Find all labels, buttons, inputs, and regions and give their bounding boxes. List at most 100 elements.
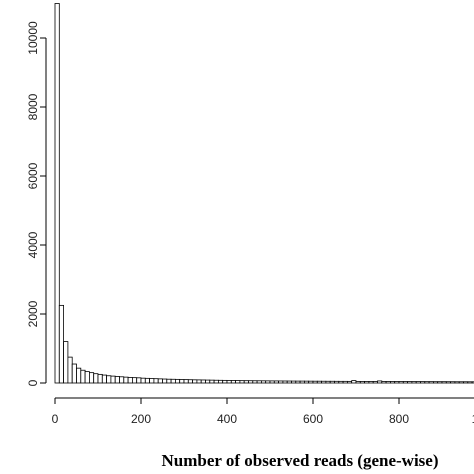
bar <box>458 381 464 384</box>
bar <box>295 380 301 384</box>
bar <box>441 381 447 384</box>
bar <box>84 371 90 384</box>
bar <box>364 381 370 384</box>
bar <box>321 380 327 384</box>
bar <box>338 380 344 384</box>
bar <box>144 377 151 384</box>
bar <box>226 380 232 384</box>
bar <box>325 380 331 384</box>
bar <box>256 380 262 384</box>
bar <box>119 376 125 384</box>
bar <box>381 381 387 384</box>
bar <box>467 381 473 384</box>
bar <box>179 379 185 384</box>
bar <box>127 377 133 384</box>
bar <box>303 380 310 384</box>
bar <box>437 381 443 384</box>
y-tick-label: 10000 <box>26 21 40 55</box>
bar <box>471 381 474 384</box>
bar <box>183 379 189 384</box>
bar <box>299 380 305 384</box>
bar <box>149 378 155 384</box>
bar <box>187 379 194 384</box>
bar <box>355 381 361 384</box>
bar <box>101 374 108 384</box>
bar <box>248 380 254 384</box>
bar <box>58 304 64 384</box>
bar <box>166 378 172 384</box>
bar <box>389 381 396 384</box>
bar <box>286 380 292 384</box>
bar <box>67 356 73 384</box>
bar <box>420 381 426 384</box>
bar <box>93 373 99 384</box>
bar <box>243 380 249 384</box>
bar <box>394 381 400 384</box>
bar <box>329 380 335 384</box>
bar <box>411 381 417 384</box>
x-tick-label: 0 <box>52 412 59 426</box>
y-tick-label: 2000 <box>26 300 40 327</box>
bar <box>377 380 383 384</box>
bar <box>308 380 314 384</box>
bar <box>106 375 112 384</box>
bar <box>454 381 460 384</box>
bar <box>235 380 241 384</box>
bar <box>54 3 60 384</box>
bar <box>463 381 469 384</box>
bar <box>239 380 245 384</box>
bar <box>162 378 168 384</box>
bar <box>217 379 224 384</box>
bar <box>269 380 275 384</box>
bar <box>282 380 288 384</box>
bar <box>213 379 219 384</box>
y-tick-label: 4000 <box>26 231 40 258</box>
bar <box>131 377 138 384</box>
bar <box>424 381 430 384</box>
bar <box>114 376 120 384</box>
bar <box>110 375 116 384</box>
bar <box>71 363 77 384</box>
bar <box>428 381 434 384</box>
x-tick-label: 800 <box>389 412 409 426</box>
bar <box>312 380 318 384</box>
bar <box>192 379 198 384</box>
bar <box>278 380 284 384</box>
x-tick-label: 1000 <box>472 412 474 426</box>
x-axis-label: Number of observed reads (gene-wise) <box>162 451 439 470</box>
bar <box>80 369 86 384</box>
y-tick-label: 0 <box>26 379 40 386</box>
bar <box>209 379 215 384</box>
bar <box>140 377 146 384</box>
bar <box>76 367 82 384</box>
bar <box>89 372 95 384</box>
bar <box>252 380 258 384</box>
x-tick-label: 400 <box>217 412 237 426</box>
bar <box>123 376 129 384</box>
bar <box>265 380 271 384</box>
bar <box>450 381 456 384</box>
bar <box>157 378 163 384</box>
bar <box>205 379 211 384</box>
bar <box>136 377 142 384</box>
bar <box>368 381 374 384</box>
bar <box>334 380 340 384</box>
bar <box>273 380 279 384</box>
bar <box>153 378 159 384</box>
x-tick-label: 600 <box>303 412 323 426</box>
bar <box>398 381 404 384</box>
y-tick-label: 8000 <box>26 93 40 120</box>
bar <box>432 381 439 384</box>
bar <box>342 380 348 384</box>
bar <box>316 380 322 384</box>
bar <box>385 381 391 384</box>
bar <box>174 378 181 384</box>
bar <box>291 380 297 384</box>
bar <box>445 381 451 384</box>
bar <box>196 379 202 384</box>
bar <box>402 381 408 384</box>
bar <box>372 381 378 384</box>
y-tick-label: 6000 <box>26 162 40 189</box>
bar <box>415 381 421 384</box>
